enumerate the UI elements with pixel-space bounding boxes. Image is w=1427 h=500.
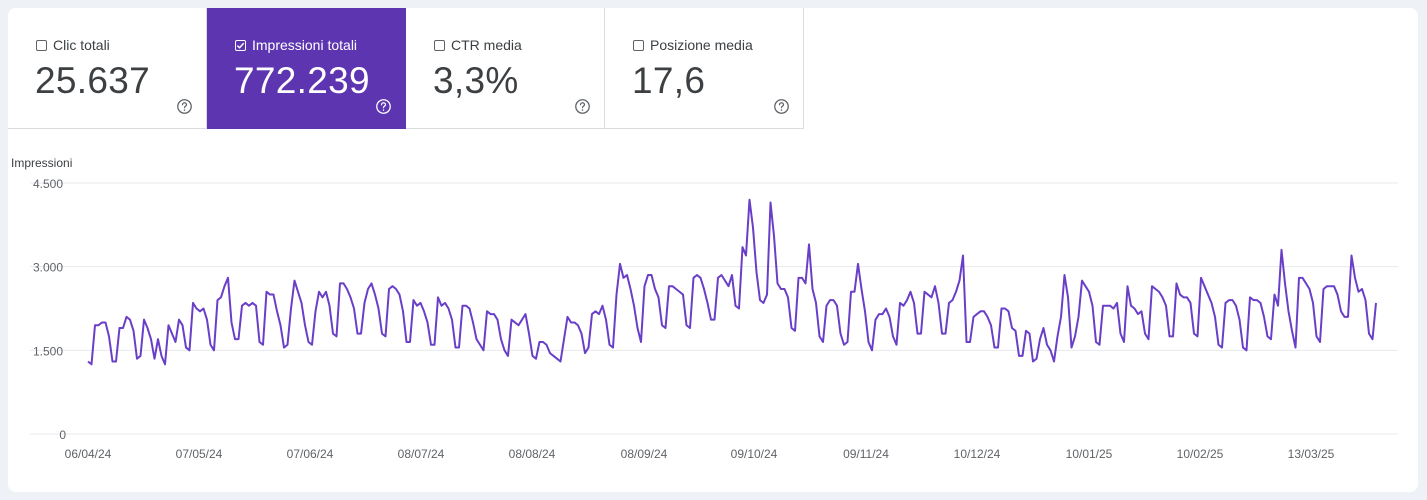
- x-tick-label: 09/11/24: [843, 447, 889, 461]
- chart-svg: Impressioni 4.500 3.000 1.500 0 06/04/24 07/05…: [11, 156, 1398, 461]
- card-head: Impressioni totali: [235, 37, 357, 53]
- card-head: Posizione media: [633, 37, 753, 53]
- y-tick-label: 4.500: [33, 177, 63, 191]
- y-tick-label: 1.500: [33, 344, 63, 358]
- checkbox-icon[interactable]: [235, 39, 246, 51]
- x-tick-label: 08/09/24: [621, 447, 668, 461]
- x-tick-label: 09/10/24: [731, 447, 778, 461]
- impressions-chart: Impressioni 4.500 3.000 1.500 0 06/04/24 07/05…: [8, 130, 1418, 492]
- x-tick-label: 07/06/24: [287, 447, 334, 461]
- help-circle-icon[interactable]: [773, 98, 790, 115]
- metric-card-position[interactable]: Posizione media 17,6: [605, 8, 804, 129]
- metric-label: CTR media: [451, 37, 522, 53]
- performance-panel: Clic totali 25.637 Impressioni totali 77…: [8, 8, 1418, 492]
- x-tick-label: 13/03/25: [1288, 447, 1335, 461]
- checkbox-icon[interactable]: [633, 39, 644, 51]
- metric-label: Posizione media: [650, 37, 753, 53]
- metric-value: 17,6: [632, 60, 706, 101]
- x-tick-label: 10/12/24: [954, 447, 1001, 461]
- x-tick-label: 07/05/24: [176, 447, 223, 461]
- metric-value: 772.239: [234, 60, 370, 101]
- metric-value: 3,3%: [433, 60, 519, 101]
- checkbox-icon[interactable]: [434, 39, 445, 51]
- card-head: Clic totali: [36, 37, 110, 53]
- x-tick-label: 08/07/24: [398, 447, 445, 461]
- metric-card-ctr[interactable]: CTR media 3,3%: [406, 8, 605, 129]
- y-axis-label: Impressioni: [11, 156, 72, 170]
- metric-value: 25.637: [35, 60, 150, 101]
- metric-label: Clic totali: [53, 37, 110, 53]
- metric-cards: Clic totali 25.637 Impressioni totali 77…: [8, 8, 804, 130]
- y-tick-label: 0: [59, 428, 66, 442]
- metric-card-clicks[interactable]: Clic totali 25.637: [8, 8, 207, 129]
- x-tick-label: 10/02/25: [1177, 447, 1224, 461]
- x-tick-label: 06/04/24: [65, 447, 112, 461]
- help-circle-icon[interactable]: [574, 98, 591, 115]
- checkbox-icon[interactable]: [36, 39, 47, 51]
- series-line-impressions[interactable]: [87, 198, 1377, 366]
- x-tick-label: 10/01/25: [1066, 447, 1113, 461]
- x-tick-label: 08/08/24: [509, 447, 556, 461]
- help-circle-icon[interactable]: [375, 98, 392, 115]
- y-tick-label: 3.000: [33, 261, 63, 275]
- metric-card-impressions[interactable]: Impressioni totali 772.239: [207, 8, 406, 129]
- metric-label: Impressioni totali: [252, 37, 358, 53]
- help-circle-icon[interactable]: [176, 98, 193, 115]
- card-head: CTR media: [434, 37, 522, 53]
